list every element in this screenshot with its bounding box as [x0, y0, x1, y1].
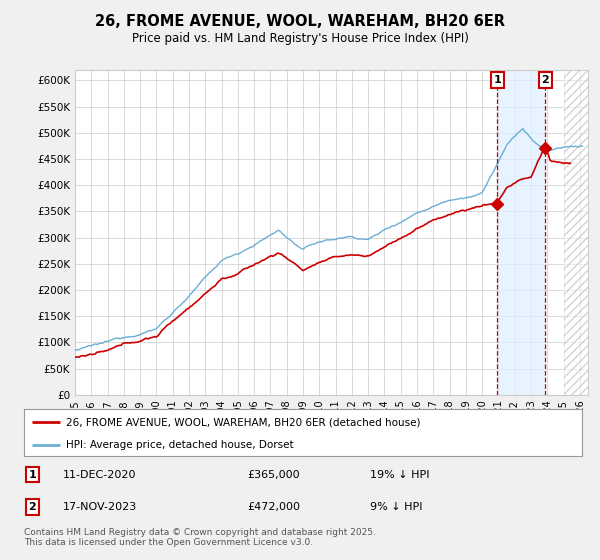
Text: £365,000: £365,000: [247, 470, 300, 480]
Text: £472,000: £472,000: [247, 502, 300, 512]
Text: 17-NOV-2023: 17-NOV-2023: [63, 502, 137, 512]
Bar: [497, 70, 545, 395]
Text: 26, FROME AVENUE, WOOL, WAREHAM, BH20 6ER (detached house): 26, FROME AVENUE, WOOL, WAREHAM, BH20 6E…: [66, 417, 421, 427]
Text: HPI: Average price, detached house, Dorset: HPI: Average price, detached house, Dors…: [66, 440, 293, 450]
Text: 19% ↓ HPI: 19% ↓ HPI: [370, 470, 430, 480]
Text: Contains HM Land Registry data © Crown copyright and database right 2025.
This d: Contains HM Land Registry data © Crown c…: [24, 528, 376, 547]
Text: 2: 2: [28, 502, 36, 512]
Text: 2: 2: [541, 75, 549, 85]
Text: 26, FROME AVENUE, WOOL, WAREHAM, BH20 6ER: 26, FROME AVENUE, WOOL, WAREHAM, BH20 6E…: [95, 14, 505, 29]
Text: Price paid vs. HM Land Registry's House Price Index (HPI): Price paid vs. HM Land Registry's House …: [131, 32, 469, 45]
Text: 1: 1: [494, 75, 502, 85]
Text: 11-DEC-2020: 11-DEC-2020: [63, 470, 137, 480]
Text: 9% ↓ HPI: 9% ↓ HPI: [370, 502, 422, 512]
Text: 1: 1: [28, 470, 36, 480]
Bar: [563, 70, 588, 395]
